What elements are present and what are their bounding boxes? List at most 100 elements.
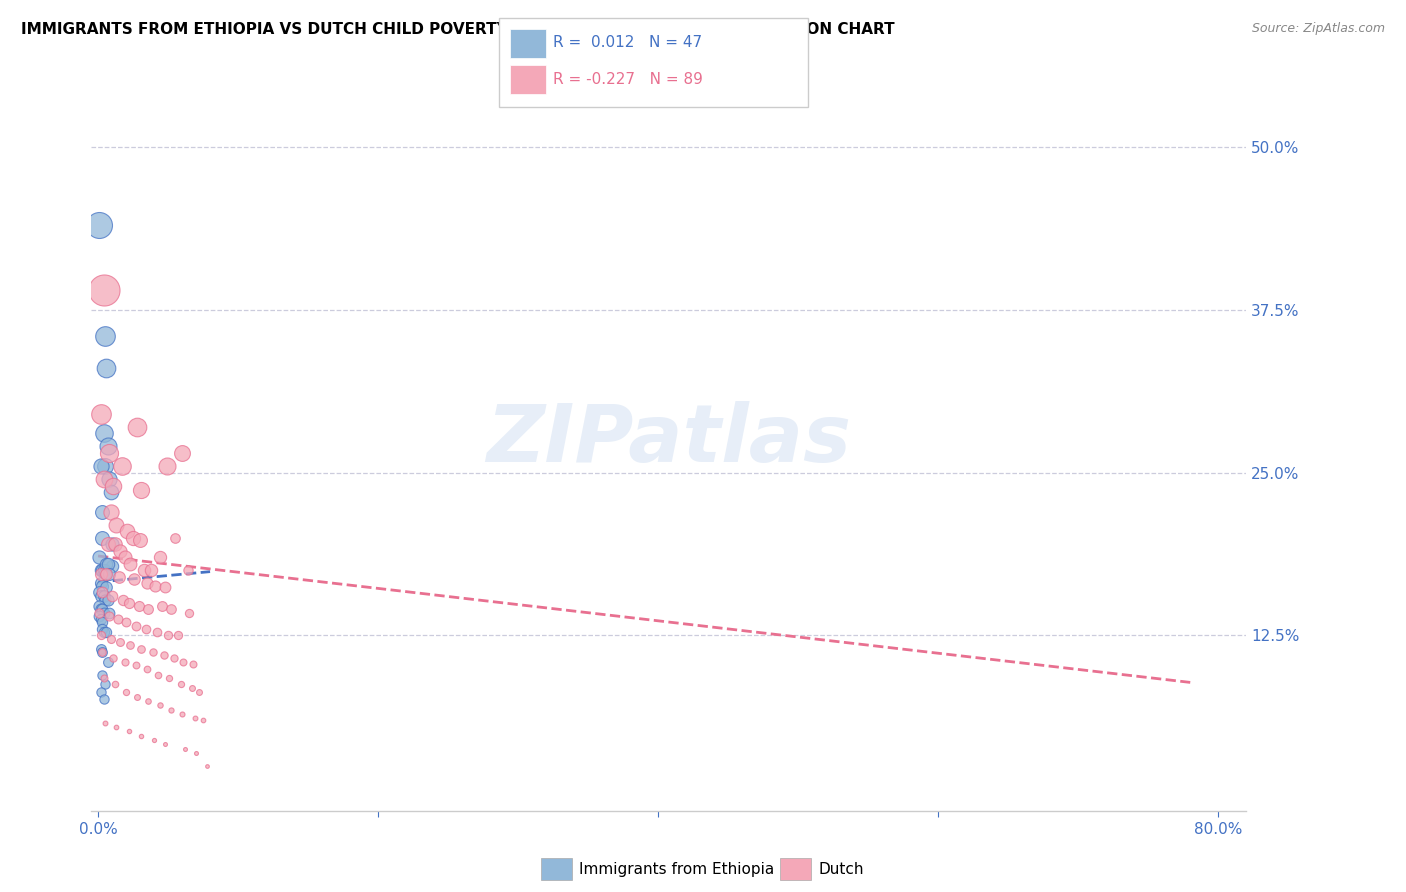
Point xyxy=(103,650,125,665)
Point xyxy=(120,638,142,652)
Point xyxy=(110,543,132,558)
Point xyxy=(117,524,139,539)
Point xyxy=(91,667,114,681)
Point xyxy=(125,658,148,673)
Point xyxy=(155,737,177,751)
Point xyxy=(143,732,166,747)
Point xyxy=(177,607,200,621)
Point xyxy=(155,580,177,594)
Point xyxy=(101,559,124,574)
Point xyxy=(149,698,172,712)
Point xyxy=(159,672,181,686)
Point xyxy=(100,505,122,519)
Point xyxy=(98,609,121,624)
Point xyxy=(94,593,117,607)
Point xyxy=(134,563,156,577)
Text: Dutch: Dutch xyxy=(818,863,863,877)
Point xyxy=(96,624,118,639)
Point xyxy=(181,657,204,672)
Point xyxy=(129,533,152,548)
Point xyxy=(180,681,202,695)
Point xyxy=(166,628,188,642)
Point xyxy=(96,557,118,571)
Point xyxy=(191,713,214,727)
Point xyxy=(136,576,159,591)
Point xyxy=(148,667,170,681)
Point xyxy=(114,655,136,669)
Point xyxy=(146,624,169,639)
Point xyxy=(152,599,174,613)
Point xyxy=(93,692,115,706)
Point xyxy=(169,676,191,690)
Point xyxy=(94,328,117,343)
Point xyxy=(97,655,120,669)
Point xyxy=(128,599,150,613)
Point xyxy=(172,655,194,669)
Point xyxy=(93,283,115,297)
Text: IMMIGRANTS FROM ETHIOPIA VS DUTCH CHILD POVERTY UNDER THE AGE OF 16 CORRELATION : IMMIGRANTS FROM ETHIOPIA VS DUTCH CHILD … xyxy=(21,22,894,37)
Point xyxy=(93,590,115,604)
Point xyxy=(103,478,125,492)
Point xyxy=(104,537,127,551)
Text: R =  0.012   N = 47: R = 0.012 N = 47 xyxy=(553,36,702,50)
Point xyxy=(110,635,132,649)
Point xyxy=(176,563,198,577)
Point xyxy=(89,585,111,599)
Point xyxy=(94,676,117,690)
Point xyxy=(91,579,114,593)
Point xyxy=(93,607,115,621)
Point xyxy=(90,684,112,698)
Point xyxy=(120,557,142,571)
Point xyxy=(101,590,124,604)
Text: Source: ZipAtlas.com: Source: ZipAtlas.com xyxy=(1251,22,1385,36)
Point xyxy=(98,472,121,486)
Point xyxy=(90,576,112,591)
Point xyxy=(90,602,112,616)
Point xyxy=(138,602,160,616)
Point xyxy=(91,505,114,519)
Point xyxy=(160,602,183,616)
Point xyxy=(138,693,160,707)
Point xyxy=(93,472,115,486)
Point xyxy=(90,628,112,642)
Point xyxy=(115,684,138,698)
Point xyxy=(104,676,127,690)
Point xyxy=(91,602,114,616)
Point xyxy=(101,537,124,551)
Point xyxy=(149,550,172,565)
Point xyxy=(97,537,120,551)
Point xyxy=(184,746,207,760)
Point xyxy=(153,648,176,662)
Point xyxy=(96,361,118,376)
Point xyxy=(89,550,111,565)
Point xyxy=(142,645,165,659)
Point xyxy=(98,607,121,621)
Point xyxy=(105,517,128,532)
Point xyxy=(91,585,114,599)
Point xyxy=(122,531,145,545)
Point xyxy=(89,218,111,232)
Point xyxy=(91,563,114,577)
Point xyxy=(90,611,112,625)
Point xyxy=(89,609,111,624)
Point xyxy=(114,550,136,565)
Point xyxy=(163,650,186,665)
Point xyxy=(91,645,114,659)
Point xyxy=(157,628,180,642)
Point xyxy=(91,531,114,545)
Text: Immigrants from Ethiopia: Immigrants from Ethiopia xyxy=(579,863,775,877)
Point xyxy=(98,446,121,460)
Point xyxy=(156,458,179,473)
Point xyxy=(96,567,118,582)
Point xyxy=(127,690,149,704)
Point xyxy=(107,611,129,625)
Point xyxy=(89,599,111,613)
Point xyxy=(173,742,195,756)
Point xyxy=(90,563,112,577)
Point xyxy=(97,593,120,607)
Point xyxy=(115,615,138,630)
Point xyxy=(165,531,187,545)
Text: ZIPatlas: ZIPatlas xyxy=(486,401,851,479)
Point xyxy=(124,573,146,587)
Point xyxy=(90,567,112,582)
